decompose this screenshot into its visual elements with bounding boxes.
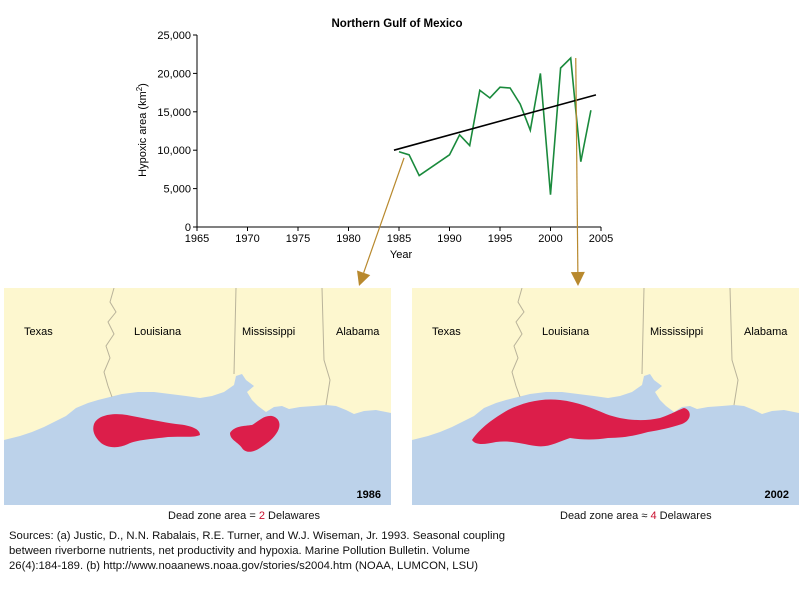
caption-number: 2 [258,510,265,522]
state-label-louisiana: Louisiana [134,326,182,338]
caption-2002: Dead zone area ≈ 4 Delawares [560,510,712,522]
sources-line-2: between riverborne nutrients, net produc… [9,545,470,557]
x-tick-label: 1970 [235,233,259,245]
x-axis-ticks: 1965 1970 1975 1980 1985 1990 1995 2000 2005 [185,227,613,245]
hypoxic-zone [472,399,690,447]
connector-line [363,157,405,273]
map-2002: Texas Louisiana Mississippi Alabama 2002 [412,288,799,505]
hypoxia-chart: Northern Gulf of Mexico 1965 1970 1975 1980… [135,18,613,286]
connector-arrowhead [357,270,371,286]
x-tick-label: 1965 [185,233,209,245]
y-tick-label: 5,000 [163,184,191,196]
trend-line [393,94,597,151]
y-axis-ticks: 0 5,000 10,000 15,000 20,000 25,000 [157,30,197,234]
x-tick-label: 1995 [488,233,512,245]
connector-arrows [357,58,585,286]
state-label-texas: Texas [24,326,53,338]
x-tick-label: 1985 [387,233,411,245]
caption-prefix: Dead zone area = [168,510,259,522]
state-label-mississippi: Mississippi [242,326,295,338]
chart-axes [196,35,601,228]
connector-line [575,58,579,273]
state-label-texas: Texas [432,326,461,338]
map-year-label: 1986 [357,489,381,501]
state-borders [511,288,739,406]
caption-suffix: Delawares [656,510,712,522]
sources-line-3: 26(4):184-189. (b) http://www.noaanews.n… [9,560,479,572]
x-tick-label: 1980 [336,233,360,245]
y-axis-label-close: ) [137,83,149,87]
x-tick-label: 2000 [538,233,562,245]
state-label-mississippi: Mississippi [650,326,703,338]
hypoxic-zone-east [230,415,280,452]
caption-suffix: Delawares [264,510,320,522]
x-tick-label: 1975 [286,233,310,245]
y-tick-label: 10,000 [157,145,191,157]
state-borders [103,288,331,406]
y-axis-label-sup: 2 [135,86,144,91]
map-land [412,288,799,440]
connector-arrowhead [570,271,585,286]
x-tick-label: 1990 [437,233,461,245]
y-tick-label: 0 [185,222,191,234]
hypoxic-zone-west [93,414,200,448]
y-axis-label: Hypoxic area (km2) [135,83,149,177]
y-axis-label-main: Hypoxic area (km [137,91,149,177]
x-tick-label: 2005 [589,233,613,245]
y-tick-label: 25,000 [157,30,191,42]
chart-title: Northern Gulf of Mexico [332,18,463,30]
state-label-louisiana: Louisiana [542,326,590,338]
map-land [4,288,391,440]
sources-text: Sources: (a) Justic, D., N.N. Rabalais, … [9,529,609,574]
state-label-alabama: Alabama [744,326,788,338]
series-line-hypoxic-area [398,56,592,195]
caption-prefix: Dead zone area ≈ [560,510,651,522]
caption-1986: Dead zone area = 2 Delawares [168,510,320,522]
map-1986: Texas Louisiana Mississippi Alabama 1986 [4,288,391,505]
caption-number: 4 [650,510,657,522]
x-axis-label: Year [390,249,413,261]
y-tick-label: 15,000 [157,107,191,119]
y-tick-label: 20,000 [157,68,191,80]
sources-line-1: Sources: (a) Justic, D., N.N. Rabalais, … [9,530,506,542]
state-label-alabama: Alabama [336,326,380,338]
map-year-label: 2002 [765,489,789,501]
